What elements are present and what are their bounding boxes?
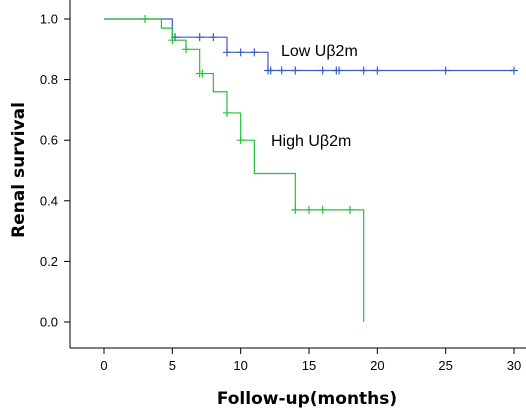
censor-mark	[346, 205, 354, 214]
series-0: Low Uβ2m	[104, 18, 518, 75]
censor-mark	[359, 66, 368, 75]
series-label: Low Uβ2m	[281, 43, 358, 60]
censor-mark	[510, 66, 518, 75]
censor-mark	[182, 45, 190, 54]
y-tick-label: 1.0	[40, 12, 58, 27]
censor-mark	[305, 205, 313, 214]
censor-mark	[236, 136, 245, 145]
x-axis-title: Follow-up(months)	[217, 389, 397, 409]
series-label: High Uβ2m	[271, 133, 351, 150]
y-axis-title: Renal survival	[9, 102, 29, 238]
censor-mark	[195, 33, 204, 42]
x-tick-label: 0	[100, 358, 107, 373]
y-tick-label: 0.4	[40, 193, 58, 208]
series-line	[104, 18, 365, 322]
censor-mark	[318, 66, 327, 75]
censor-mark	[236, 48, 245, 57]
censor-mark	[223, 108, 231, 117]
censor-mark	[168, 36, 177, 45]
y-tick-label: 0.6	[40, 133, 58, 148]
censor-mark	[209, 33, 218, 42]
y-tick-label: 0.8	[40, 72, 58, 87]
x-tick-label: 15	[302, 358, 316, 373]
censor-mark	[277, 66, 286, 75]
censor-mark	[223, 48, 231, 57]
censor-mark	[373, 66, 382, 75]
series-1: High Uβ2m	[104, 15, 365, 322]
y-tick-label: 0.2	[40, 254, 58, 269]
censor-mark	[291, 205, 300, 214]
censor-mark	[318, 205, 327, 214]
censor-mark	[141, 15, 149, 23]
censor-mark	[335, 66, 344, 75]
y-tick-label: 0.0	[40, 315, 58, 330]
x-tick-label: 30	[507, 358, 521, 373]
censor-mark	[441, 66, 450, 75]
x-tick-label: 10	[233, 358, 247, 373]
x-tick-label: 20	[370, 358, 384, 373]
censor-mark	[250, 48, 259, 57]
censor-mark	[266, 66, 275, 75]
axes: 0 5 10 15 20 25 30 0.0 0.2 0.4 0.6 0.8 1.0	[40, 0, 526, 373]
x-tick-label: 25	[438, 358, 452, 373]
censor-mark	[291, 66, 300, 75]
censor-mark	[198, 69, 207, 78]
series-layer: Low Uβ2m High Uβ2m	[104, 15, 518, 322]
x-tick-label: 5	[169, 358, 176, 373]
